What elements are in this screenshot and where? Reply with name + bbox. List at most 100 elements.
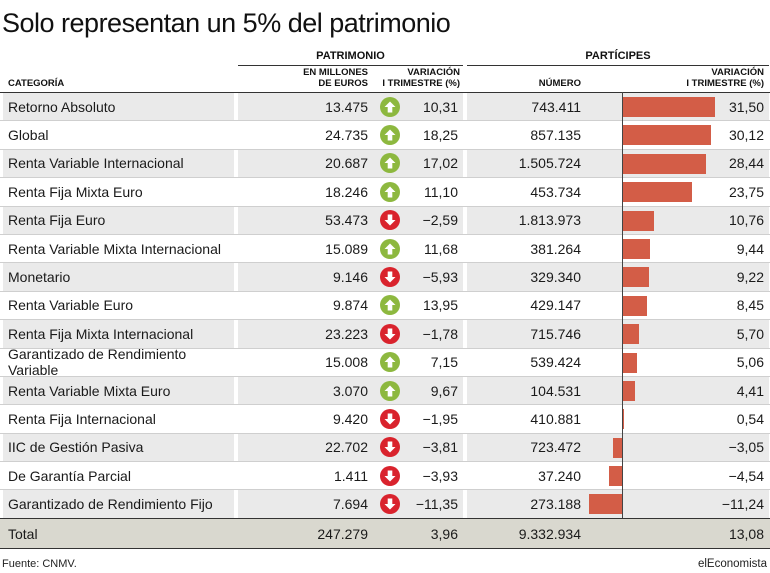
trend-icon-cell bbox=[378, 150, 402, 177]
total-label: Total bbox=[8, 525, 38, 542]
bar bbox=[622, 238, 650, 259]
variacion-participes-cell: 30,12 bbox=[728, 127, 764, 144]
table-row: Renta Fija Mixta Internacional 23.223 −1,7… bbox=[0, 319, 770, 348]
row-shade bbox=[467, 320, 769, 348]
variacion-participes-cell: 10,76 bbox=[728, 212, 764, 229]
row-shade bbox=[467, 263, 769, 291]
row-shade bbox=[467, 376, 769, 405]
row-shade bbox=[467, 149, 769, 178]
row-shade bbox=[467, 206, 769, 234]
table-row: Renta Variable Euro 9.874 13,95 429.147 8,45 bbox=[0, 290, 770, 319]
bar bbox=[622, 153, 706, 174]
millones-cell: 13.475 bbox=[325, 98, 368, 115]
table-row: Garantizado de Rendimiento Fijo 7.694 −11,… bbox=[0, 489, 770, 518]
millones-cell: 20.687 bbox=[325, 155, 368, 172]
trend-icon-cell bbox=[378, 235, 402, 262]
millones-cell: 22.702 bbox=[325, 439, 368, 456]
millones-cell: 7.694 bbox=[332, 496, 368, 513]
categoria-cell: Garantizado de Rendimiento Variable bbox=[8, 346, 187, 379]
column-header-millones-line2: DE EUROS bbox=[318, 78, 368, 89]
table-row: IIC de Gestión Pasiva 22.702 −3,81 723.472 −… bbox=[0, 432, 770, 462]
variacion-patrimonio-cell: −1,95 bbox=[422, 410, 458, 427]
chart-title: Solo representan un 5% del patrimonio bbox=[2, 8, 451, 38]
row-shade bbox=[3, 149, 234, 178]
participes-cell: 1.505.724 bbox=[518, 155, 581, 172]
millones-cell: 1.411 bbox=[334, 467, 368, 484]
variacion-participes-cell: 4,41 bbox=[736, 382, 764, 399]
row-shade bbox=[3, 490, 234, 518]
variacion-patrimonio-cell: −3,81 bbox=[422, 439, 458, 456]
millones-cell: 9.420 bbox=[332, 410, 368, 427]
row-shade bbox=[238, 376, 463, 405]
row-shade bbox=[3, 433, 234, 462]
bar bbox=[608, 466, 622, 487]
column-header-variacion-patrimonio: VARIACIÓN I TRIMESTRE (%) bbox=[372, 67, 460, 89]
participes-cell: 429.147 bbox=[530, 297, 581, 314]
table-row: Renta Variable Internacional 20.687 17,02 1… bbox=[0, 148, 770, 178]
participes-cell: 410.881 bbox=[530, 410, 581, 427]
arrow-down-icon bbox=[380, 210, 400, 231]
variacion-patrimonio-cell: 9,67 bbox=[430, 382, 458, 399]
participes-cell: 723.472 bbox=[530, 439, 581, 456]
categoria-cell: Renta Variable Mixta Euro bbox=[8, 382, 171, 399]
trend-icon-cell bbox=[378, 405, 402, 432]
millones-cell: 15.089 bbox=[325, 240, 368, 257]
participes-cell: 453.734 bbox=[530, 183, 581, 200]
trend-icon-cell bbox=[378, 462, 402, 489]
arrow-up-icon bbox=[380, 125, 400, 146]
categoria-cell: De Garantía Parcial bbox=[8, 467, 131, 484]
bar bbox=[622, 295, 647, 316]
column-header-variacion-participes: VARIACIÓN I TRIMESTRE (%) bbox=[640, 67, 764, 89]
categoria-cell: Monetario bbox=[8, 269, 71, 286]
bar bbox=[622, 182, 693, 203]
bar bbox=[622, 380, 636, 401]
column-header-categoria: CATEGORÍA bbox=[8, 78, 65, 89]
participes-cell: 1.813.973 bbox=[518, 212, 581, 229]
participes-cell: 715.746 bbox=[530, 325, 581, 342]
categoria-cell: Garantizado de Rendimiento Fijo bbox=[8, 496, 213, 513]
participes-cell: 329.340 bbox=[530, 269, 581, 286]
variacion-patrimonio-cell: 18,25 bbox=[422, 127, 458, 144]
trend-icon-cell bbox=[378, 349, 402, 376]
table-row: Renta Fija Internacional 9.420 −1,95 410.88… bbox=[0, 404, 770, 432]
variacion-participes-cell: 9,22 bbox=[736, 269, 764, 286]
variacion-participes-cell: 0,54 bbox=[736, 410, 764, 427]
table-row: Garantizado de Rendimiento Variable 15.00… bbox=[0, 346, 770, 379]
column-header-variacion-patrimonio-line2: I TRIMESTRE (%) bbox=[382, 78, 460, 89]
millones-cell: 9.874 bbox=[332, 297, 368, 314]
arrow-down-icon bbox=[380, 323, 400, 344]
variacion-patrimonio-cell: −5,93 bbox=[422, 269, 458, 286]
categoria-cell: Renta Fija Internacional bbox=[8, 410, 156, 427]
total-row: Total 247.279 3,96 9.332.934 13,08 bbox=[0, 518, 770, 549]
brand-logo: elEconomista bbox=[697, 558, 767, 570]
participes-cell: 104.531 bbox=[530, 382, 581, 399]
table-row: Renta Fija Euro 53.473 −2,59 1.813.973 10,76 bbox=[0, 205, 770, 234]
column-header-variacion-participes-line1: VARIACIÓN bbox=[711, 67, 764, 78]
table-row: Global 24.735 18,25 857.135 30,12 bbox=[0, 120, 770, 148]
millones-cell: 18.246 bbox=[325, 183, 368, 200]
participes-cell: 273.188 bbox=[530, 496, 581, 513]
categoria-cell: Retorno Absoluto bbox=[8, 98, 116, 115]
row-shade bbox=[3, 93, 234, 121]
bar bbox=[622, 210, 654, 231]
column-header-millones: EN MILLONES DE EUROS bbox=[238, 67, 368, 89]
bar bbox=[622, 267, 650, 288]
bar-zero-axis bbox=[622, 92, 623, 518]
total-variacion-patrimonio: 3,96 bbox=[430, 525, 458, 542]
table-row: Renta Variable Mixta Euro 3.070 9,67 104.53… bbox=[0, 375, 770, 405]
row-shade bbox=[238, 93, 463, 121]
participes-cell: 743.411 bbox=[531, 98, 581, 115]
arrow-up-icon bbox=[380, 295, 400, 316]
trend-icon-cell bbox=[378, 121, 402, 148]
variacion-patrimonio-cell: 11,10 bbox=[424, 183, 458, 200]
categoria-cell: Renta Variable Euro bbox=[8, 297, 134, 314]
trend-icon-cell bbox=[378, 377, 402, 404]
variacion-participes-cell: 23,75 bbox=[728, 183, 764, 200]
variacion-participes-cell: 9,44 bbox=[736, 240, 764, 257]
variacion-participes-cell: 8,45 bbox=[736, 297, 764, 314]
arrow-down-icon bbox=[380, 437, 400, 458]
categoria-cell: Global bbox=[8, 127, 49, 144]
row-shade bbox=[3, 206, 234, 234]
categoria-cell: Renta Fija Euro bbox=[8, 212, 106, 229]
variacion-patrimonio-cell: 10,31 bbox=[422, 98, 458, 115]
